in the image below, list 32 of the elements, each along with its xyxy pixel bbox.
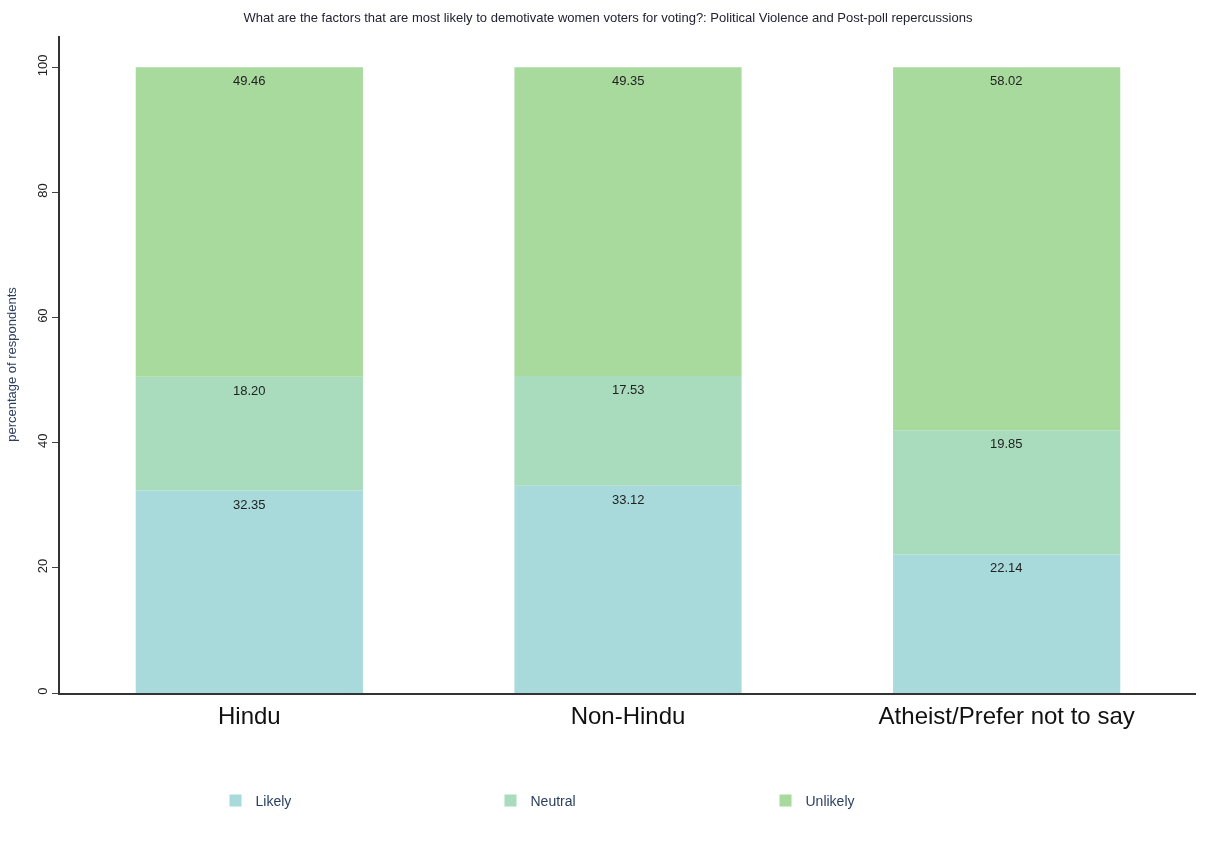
bar bbox=[135, 490, 363, 693]
legend-label: Likely bbox=[255, 793, 292, 810]
bar bbox=[514, 485, 742, 693]
legend-label: Neutral bbox=[530, 793, 576, 810]
y-tick-label: 80 bbox=[34, 183, 50, 198]
data-label: 49.35 bbox=[612, 73, 645, 88]
data-label: 18.20 bbox=[233, 383, 266, 398]
data-label: 17.53 bbox=[612, 382, 645, 397]
x-tick-label: Hindu bbox=[217, 701, 281, 729]
bar bbox=[893, 430, 1121, 555]
y-tick-label: 100 bbox=[34, 54, 50, 77]
y-tick-label: 40 bbox=[34, 433, 50, 448]
bar bbox=[514, 67, 742, 377]
chart-title: What are the factors that are most likely to demotivate women voters for voting?: Political Violence and Post-poll repercussions bbox=[243, 9, 973, 25]
y-tick-label: 20 bbox=[34, 558, 50, 574]
data-label: 33.12 bbox=[612, 492, 645, 507]
data-label: 49.46 bbox=[233, 73, 266, 88]
x-tick-label: Atheist/Prefer not to say bbox=[878, 701, 1135, 729]
y-axis-title: percentage of respondents bbox=[4, 286, 20, 442]
legend-label: Unlikely bbox=[805, 793, 855, 810]
y-tick-label: 0 bbox=[34, 687, 50, 695]
data-label: 58.02 bbox=[990, 73, 1023, 88]
data-label: 22.14 bbox=[990, 560, 1023, 575]
bar bbox=[514, 376, 742, 486]
data-label: 19.85 bbox=[990, 436, 1023, 451]
bar bbox=[893, 67, 1121, 431]
bar bbox=[893, 554, 1121, 693]
data-label: 32.35 bbox=[233, 497, 266, 512]
bar bbox=[135, 376, 363, 491]
y-tick-label: 60 bbox=[34, 308, 50, 323]
bar bbox=[135, 67, 363, 377]
x-tick-label: Non-Hindu bbox=[570, 701, 686, 729]
